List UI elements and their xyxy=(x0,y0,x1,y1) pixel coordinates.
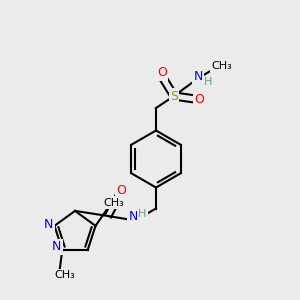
Text: N: N xyxy=(52,241,62,254)
Text: O: O xyxy=(157,66,167,80)
Text: CH₃: CH₃ xyxy=(103,198,124,208)
Text: N: N xyxy=(193,70,203,83)
Text: CH₃: CH₃ xyxy=(54,271,75,281)
Text: O: O xyxy=(117,184,126,197)
Text: S: S xyxy=(170,89,178,103)
Text: O: O xyxy=(195,92,204,106)
Text: H: H xyxy=(204,77,212,87)
Text: CH₃: CH₃ xyxy=(211,61,232,71)
Text: H: H xyxy=(138,209,147,219)
Text: N: N xyxy=(44,218,53,231)
Text: N: N xyxy=(129,210,138,224)
